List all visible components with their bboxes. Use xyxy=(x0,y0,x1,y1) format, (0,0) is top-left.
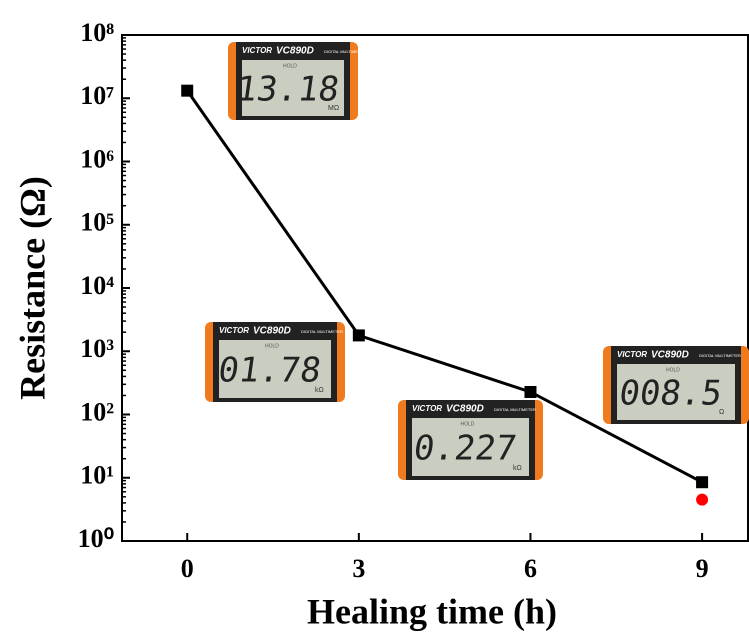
x-tick-label: 3 xyxy=(352,554,365,583)
multimeter-hold: HOLD xyxy=(265,343,279,349)
x-tick-label: 0 xyxy=(181,554,194,583)
data-point xyxy=(181,84,194,97)
multimeter-subtitle: DIGITAL MULTIMETER xyxy=(699,353,741,358)
multimeter-subtitle: DIGITAL MULTIMETER xyxy=(494,407,536,412)
series-line xyxy=(185,89,703,484)
multimeter-reading: 0.227 xyxy=(411,429,519,469)
multimeter-subtitle: DIGITAL MULTIMETER xyxy=(301,329,343,334)
data-point xyxy=(696,493,709,506)
multimeter-unit: kΩ xyxy=(513,465,522,472)
y-tick-label: 10¹ xyxy=(80,461,114,490)
data-point xyxy=(696,476,709,489)
multimeter-unit: Ω xyxy=(719,409,724,416)
multimeter-model: VC890D xyxy=(276,46,314,57)
multimeter-display xyxy=(219,340,331,398)
x-tick-label: 9 xyxy=(696,554,709,583)
y-axis-label: Resistance (Ω) xyxy=(12,176,52,400)
data-point xyxy=(352,329,365,342)
multimeter-brand: VICTOR xyxy=(617,350,647,359)
multimeter-reading: 008.5 xyxy=(617,374,725,414)
multimeter-brand: VICTOR xyxy=(219,326,249,335)
x-axis-label: Healing time (h) xyxy=(307,591,557,631)
y-tick-label: 10⁶ xyxy=(80,144,114,173)
multimeter-brand: VICTOR xyxy=(412,404,442,413)
y-tick-label: 10⁸ xyxy=(80,18,114,47)
y-tick-label: 10⁰ xyxy=(78,524,114,553)
multimeter-display xyxy=(617,364,735,420)
multimeter-model: VC890D xyxy=(446,404,484,415)
multimeter-brand: VICTOR xyxy=(242,46,272,55)
multimeter-subtitle: DIGITAL MULTIMETER xyxy=(324,49,366,54)
multimeter-hold: HOLD xyxy=(666,367,680,373)
multimeter-reading: 01.78 xyxy=(216,351,324,391)
y-tick-label: 10² xyxy=(80,397,114,426)
y-tick-label: 10³ xyxy=(80,334,114,363)
multimeter-hold: HOLD xyxy=(283,63,297,69)
data-point xyxy=(524,385,537,398)
y-tick-label: 10⁴ xyxy=(80,271,114,300)
multimeter: VICTOR VC890D DIGITAL MULTIMETER HOLD 01.78k… xyxy=(205,322,345,402)
multimeter-reading: 13.18 xyxy=(234,70,342,110)
multimeter-model: VC890D xyxy=(651,350,689,361)
multimeter-display xyxy=(412,418,529,476)
multimeter-model: VC890D xyxy=(253,326,291,337)
multimeter-unit: MΩ xyxy=(328,105,339,112)
multimeter-unit: kΩ xyxy=(315,387,324,394)
y-tick-label: 10⁵ xyxy=(80,208,114,237)
x-tick-label: 6 xyxy=(524,554,537,583)
multimeter-display xyxy=(242,60,344,116)
multimeter: VICTOR VC890D DIGITAL MULTIMETER HOLD13.18M… xyxy=(228,42,366,120)
multimeter: VICTOR VC890D DIGITAL MULTIMETER HOLD 0.227k… xyxy=(398,400,543,480)
multimeter-hold: HOLD xyxy=(461,421,475,427)
y-tick-label: 10⁷ xyxy=(80,81,114,110)
